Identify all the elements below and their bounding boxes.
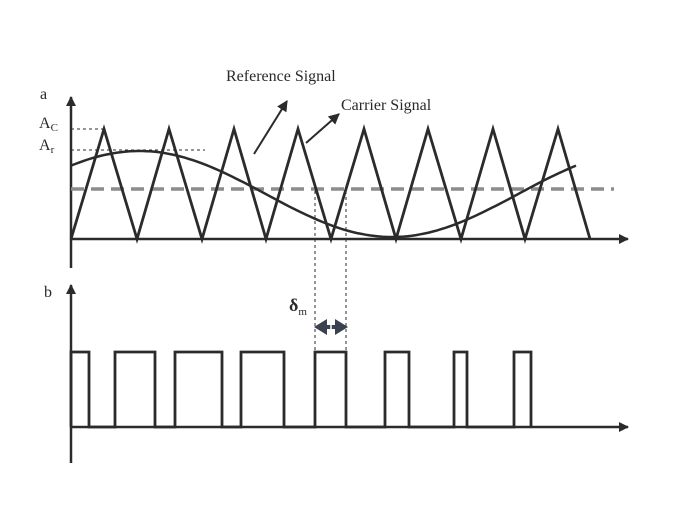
- reference-signal-label: Reference Signal: [226, 68, 336, 85]
- reference-signal: [70, 149, 577, 239]
- carrier-signal-label: Carrier Signal: [341, 97, 432, 114]
- svg-text:δm: δm: [289, 295, 307, 318]
- svg-text:Ar: Ar: [39, 137, 55, 156]
- carrier-annotation-arrow: [305, 113, 340, 144]
- panel-b-label: b: [44, 284, 52, 301]
- delta-m-width-arrow: [314, 319, 348, 335]
- carrier-signal: [69, 123, 592, 245]
- delta-m-label: δm: [289, 295, 307, 318]
- svg-text:AC: AC: [39, 115, 58, 134]
- reference-annotation-arrow: [253, 100, 288, 155]
- pwm-output-signal: [69, 350, 533, 429]
- ar-label: Ar: [39, 137, 55, 156]
- panel-a-label: a: [40, 86, 47, 103]
- panel-b: b δm: [44, 284, 629, 463]
- ac-label: AC: [39, 115, 58, 134]
- panel-a: a AC Ar Reference Signal Carrier Signal: [39, 68, 629, 268]
